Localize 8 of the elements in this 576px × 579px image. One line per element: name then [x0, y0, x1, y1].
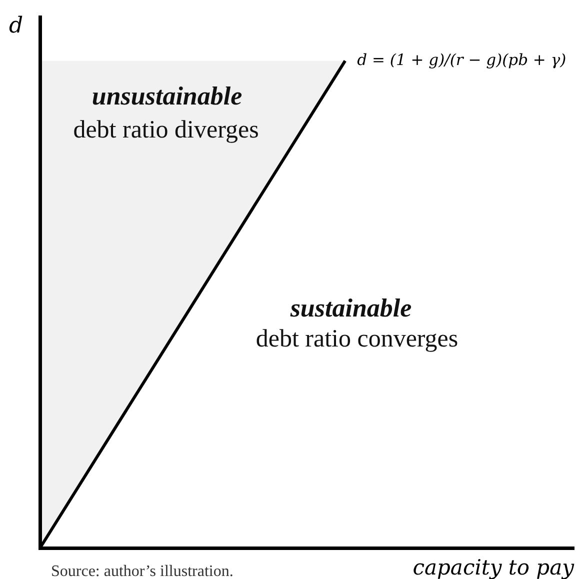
annotation: debt ratio diverges	[73, 116, 259, 144]
y-axis-title: d	[8, 14, 24, 39]
source-note: Source: author’s illustration.	[51, 563, 234, 579]
annotation: debt ratio converges	[256, 326, 458, 353]
annotation: unsustainable	[92, 82, 242, 111]
x-axis-title: capacity to pay	[412, 555, 576, 579]
annotation: sustainable	[289, 294, 412, 323]
series-label: d = (1 + g)/(r − g)(pb + γ)	[357, 50, 566, 69]
